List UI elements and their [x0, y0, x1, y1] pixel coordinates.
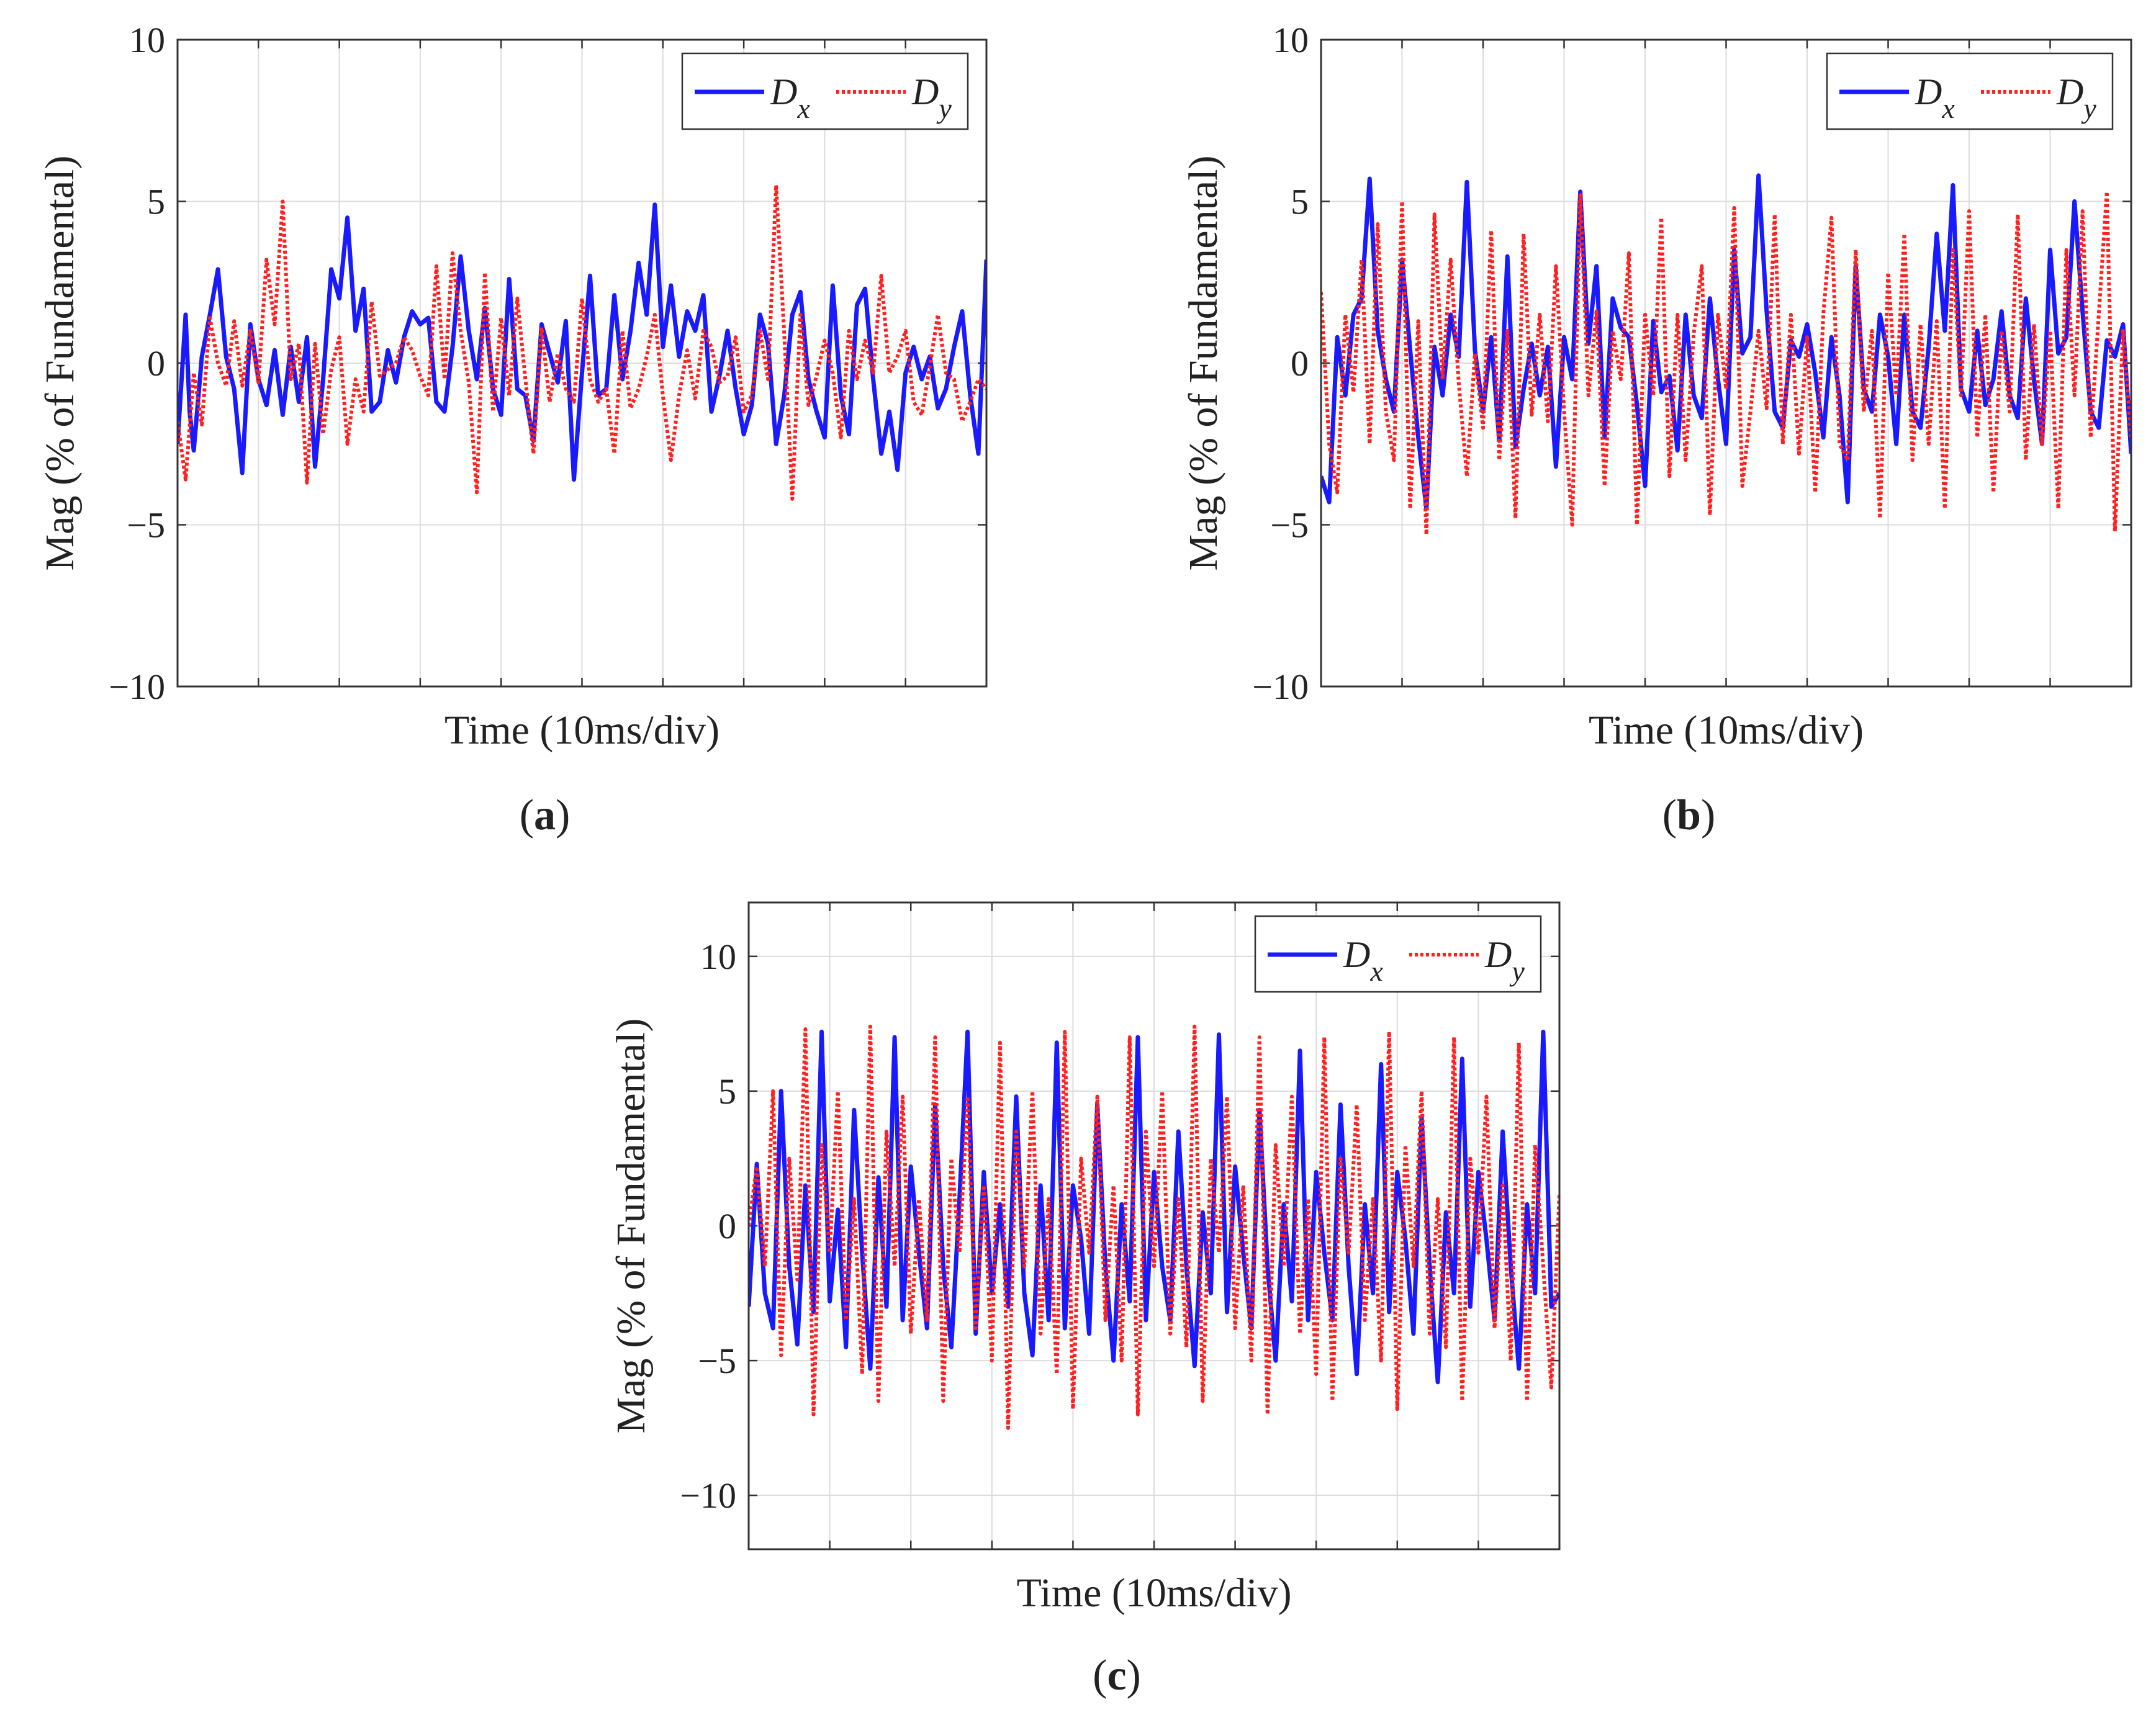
legend: Dx Dy [1254, 915, 1542, 993]
panel-label-close: ) [556, 791, 570, 839]
panel-label-letter: c [1107, 1652, 1126, 1699]
legend-main-letter: D [1343, 934, 1370, 975]
legend-main-letter: D [770, 71, 797, 112]
legend-main-letter: D [1484, 934, 1512, 975]
panel-label-close: ) [1701, 791, 1715, 839]
y-tick-label: −5 [1270, 505, 1309, 546]
x-axis-label: Time (10ms/div) [444, 708, 719, 753]
panel-label-letter: a [534, 791, 556, 839]
y-tick-label: 0 [718, 1206, 736, 1246]
legend-label-dy: Dy [911, 71, 952, 124]
legend-main-letter: D [2056, 71, 2083, 112]
legend-main-letter: D [1915, 71, 1942, 112]
series-line-dx [178, 202, 986, 482]
legend-label-dx: Dx [1915, 71, 1955, 124]
legend-label-dx: Dx [1343, 934, 1383, 987]
panel-label: (a) [520, 791, 571, 839]
series-line-dx [749, 1029, 1559, 1385]
panel-label: (c) [1093, 1652, 1141, 1699]
y-tick-label: −10 [680, 1475, 736, 1516]
series-line-dx [1321, 173, 2131, 511]
panel-label-open: ( [1093, 1652, 1107, 1699]
y-tick-label: −5 [698, 1341, 736, 1381]
axes-frame [747, 901, 1561, 1550]
legend-label-dx: Dx [770, 71, 810, 124]
legend-main-letter: D [911, 71, 939, 112]
legend: Dx Dy [681, 52, 969, 130]
series-line-dy [1321, 189, 2131, 537]
y-tick-label: 10 [1273, 20, 1309, 60]
y-axis-label: Mag (% of Fundamental) [1181, 156, 1226, 571]
y-tick-label: 5 [718, 1071, 736, 1112]
series-line-dy [178, 183, 986, 501]
y-axis-label: Mag (% of Fundamental) [37, 156, 83, 571]
y-tick-label: −5 [127, 505, 165, 546]
y-tick-label: 0 [147, 343, 165, 384]
legend-subscript: y [1509, 955, 1525, 987]
panel-label-close: ) [1127, 1652, 1141, 1699]
legend: Dx Dy [1826, 52, 2114, 130]
y-axis-label: Mag (% of Fundamental) [608, 1019, 654, 1434]
x-axis-label: Time (10ms/div) [1016, 1570, 1291, 1616]
axes-frame [176, 38, 988, 688]
x-axis-label: Time (10ms/div) [1589, 708, 1864, 753]
y-tick-label: 10 [700, 937, 736, 977]
legend-subscript: x [1369, 955, 1383, 987]
y-tick-label: 0 [1291, 343, 1309, 384]
legend-subscript: x [1941, 92, 1955, 124]
legend-subscript: y [936, 92, 952, 124]
series-line-dy [749, 1024, 1559, 1430]
y-tick-label: −10 [1252, 667, 1309, 707]
legend-subscript: x [796, 92, 810, 124]
legend-subscript: y [2081, 92, 2096, 124]
panel-label-letter: b [1677, 791, 1701, 839]
y-tick-label: 5 [147, 182, 165, 222]
y-tick-label: 5 [1291, 182, 1309, 222]
axes-frame [1320, 38, 2132, 688]
y-tick-label: −10 [109, 667, 165, 707]
panel-label-open: ( [520, 791, 534, 839]
legend-label-dy: Dy [1484, 934, 1525, 987]
panel-label-open: ( [1662, 791, 1677, 839]
legend-label-dy: Dy [2056, 71, 2096, 124]
y-tick-label: 10 [129, 20, 165, 60]
panel-label: (b) [1662, 791, 1716, 839]
